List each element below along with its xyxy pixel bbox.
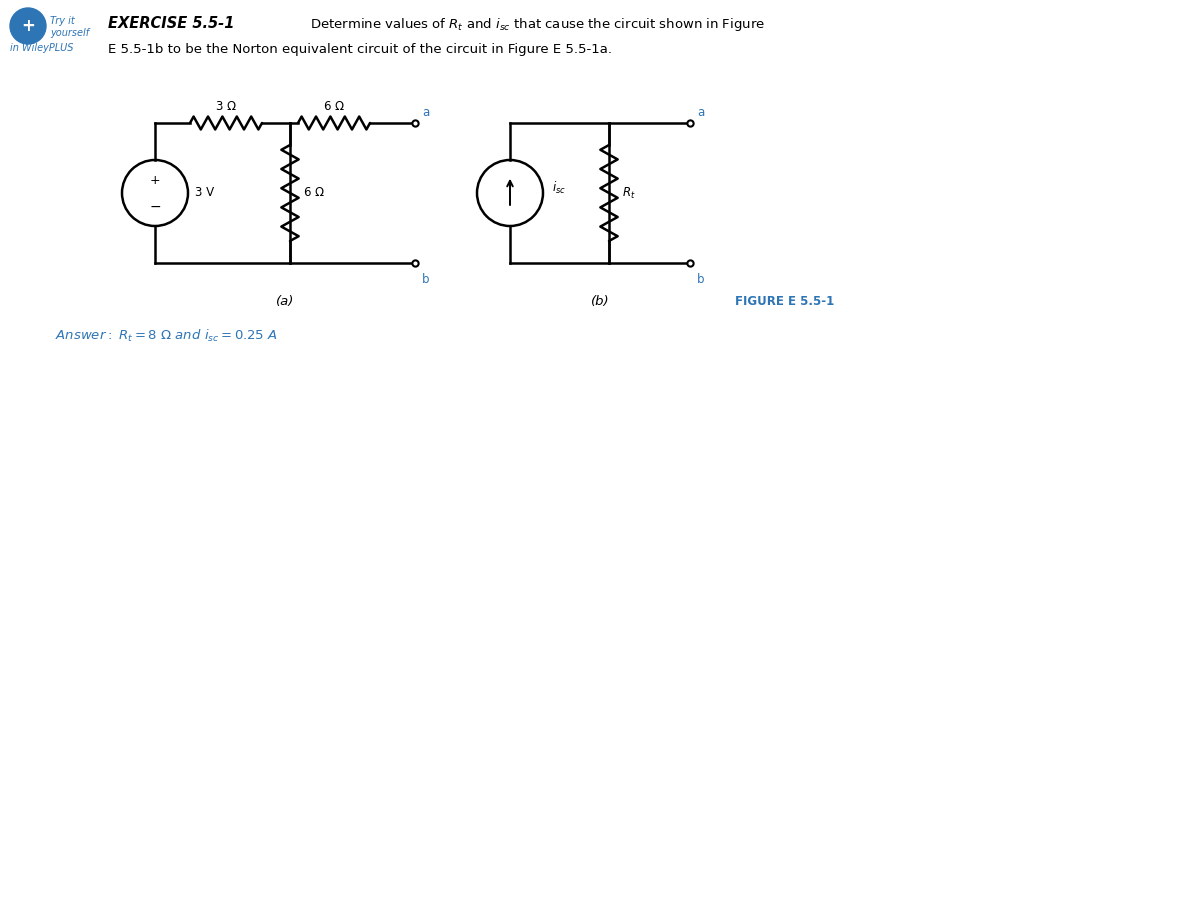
Text: Try it: Try it [50, 16, 74, 26]
Text: $R_t$: $R_t$ [622, 186, 636, 200]
Text: +: + [150, 174, 161, 188]
Text: −: − [149, 200, 161, 214]
Text: a: a [422, 106, 430, 119]
Text: b: b [697, 273, 704, 286]
Text: FIGURE E 5.5-1: FIGURE E 5.5-1 [734, 295, 834, 308]
Text: +: + [22, 17, 35, 35]
Text: b: b [422, 273, 430, 286]
Text: 6 $\Omega$: 6 $\Omega$ [302, 187, 325, 199]
Text: in WileyPLUS: in WileyPLUS [10, 43, 73, 53]
Text: 6 $\Omega$: 6 $\Omega$ [323, 100, 344, 113]
Text: EXERCISE 5.5-1: EXERCISE 5.5-1 [108, 16, 234, 31]
Text: $i_{sc}$: $i_{sc}$ [552, 180, 566, 196]
Text: Determine values of $R_t$ and $i_{sc}$ that cause the circuit shown in Figure: Determine values of $R_t$ and $i_{sc}$ t… [310, 16, 766, 33]
Text: $Answer:$ $R_t = 8\ \Omega$ and $i_{sc} = 0.25$ A: $Answer:$ $R_t = 8\ \Omega$ and $i_{sc} … [55, 328, 277, 344]
Text: E 5.5-1b to be the Norton equivalent circuit of the circuit in Figure E 5.5-1a.: E 5.5-1b to be the Norton equivalent cir… [108, 43, 612, 56]
Text: yourself: yourself [50, 28, 89, 38]
Text: a: a [697, 106, 704, 119]
Text: 3 $\Omega$: 3 $\Omega$ [215, 100, 236, 113]
Text: (a): (a) [276, 295, 294, 308]
Circle shape [10, 8, 46, 44]
Text: 3 V: 3 V [196, 187, 214, 199]
Text: (b): (b) [590, 295, 610, 308]
